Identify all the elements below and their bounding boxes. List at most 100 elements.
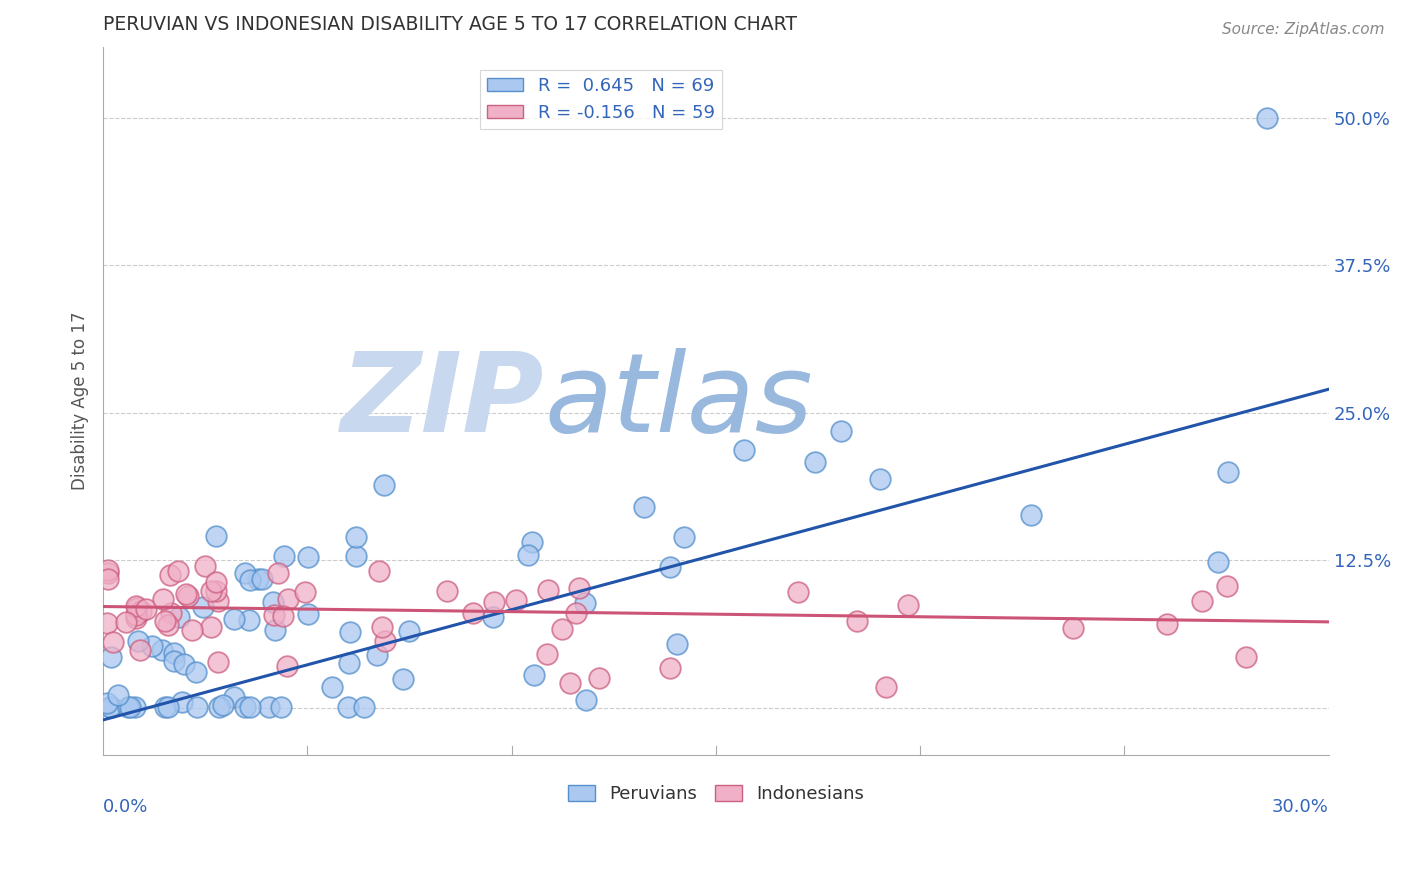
Point <box>520 535 543 549</box>
Point <box>270 700 292 714</box>
Point <box>337 656 360 670</box>
Point <box>267 566 290 581</box>
Point <box>264 623 287 637</box>
Point <box>461 607 484 621</box>
Point <box>156 618 179 632</box>
Point <box>97 566 120 581</box>
Point <box>117 700 139 714</box>
Point <box>191 599 214 614</box>
Point <box>371 620 394 634</box>
Point <box>733 442 755 457</box>
Point <box>294 584 316 599</box>
Text: Source: ZipAtlas.com: Source: ZipAtlas.com <box>1222 22 1385 37</box>
Point <box>246 572 269 586</box>
Point <box>222 612 245 626</box>
Point <box>273 549 295 563</box>
Point <box>194 559 217 574</box>
Point <box>205 574 228 589</box>
Point <box>124 700 146 714</box>
Point <box>277 591 299 606</box>
Point <box>1156 617 1178 632</box>
Point <box>321 680 343 694</box>
Point <box>135 602 157 616</box>
Point <box>366 648 388 663</box>
Point <box>141 640 163 654</box>
Point <box>271 608 294 623</box>
Point <box>233 566 256 580</box>
Point <box>1206 556 1229 570</box>
Y-axis label: Disability Age 5 to 17: Disability Age 5 to 17 <box>72 312 89 491</box>
Point <box>172 696 194 710</box>
Legend: Peruvians, Indonesians: Peruvians, Indonesians <box>561 778 872 810</box>
Point <box>787 584 810 599</box>
Point <box>666 637 689 651</box>
Point <box>128 642 150 657</box>
Point <box>353 700 375 714</box>
Point <box>575 693 598 707</box>
Point <box>156 700 179 714</box>
Point <box>1062 621 1084 635</box>
Point <box>100 649 122 664</box>
Text: atlas: atlas <box>544 348 813 455</box>
Point <box>344 530 367 544</box>
Point <box>96 696 118 710</box>
Text: 30.0%: 30.0% <box>1272 797 1329 816</box>
Point <box>101 635 124 649</box>
Point <box>212 698 235 712</box>
Text: ZIP: ZIP <box>340 348 544 455</box>
Text: 0.0%: 0.0% <box>103 797 149 816</box>
Point <box>482 595 505 609</box>
Point <box>152 592 174 607</box>
Point <box>1191 594 1213 608</box>
Point <box>344 549 367 563</box>
Point <box>173 657 195 671</box>
Point <box>184 665 207 679</box>
Point <box>339 624 361 639</box>
Point <box>1218 465 1240 479</box>
Point <box>804 455 827 469</box>
Point <box>374 634 396 648</box>
Point <box>505 592 527 607</box>
Point <box>560 675 582 690</box>
Point <box>96 616 118 631</box>
Point <box>574 596 596 610</box>
Point <box>259 700 281 714</box>
Point <box>186 700 208 714</box>
Point <box>153 614 176 628</box>
Point <box>124 607 146 622</box>
Point <box>1256 111 1278 125</box>
Point <box>516 549 538 563</box>
Point <box>846 614 869 628</box>
Point <box>233 700 256 714</box>
Point <box>224 690 246 704</box>
Text: PERUVIAN VS INDONESIAN DISABILITY AGE 5 TO 17 CORRELATION CHART: PERUVIAN VS INDONESIAN DISABILITY AGE 5 … <box>103 15 797 34</box>
Point <box>207 594 229 608</box>
Point <box>239 700 262 714</box>
Point <box>588 671 610 685</box>
Point <box>523 668 546 682</box>
Point <box>159 567 181 582</box>
Point <box>659 559 682 574</box>
Point <box>129 604 152 618</box>
Point <box>392 672 415 686</box>
Point <box>124 611 146 625</box>
Point <box>658 661 681 675</box>
Point <box>536 647 558 661</box>
Point <box>673 530 696 544</box>
Point <box>568 581 591 595</box>
Point <box>153 700 176 714</box>
Point <box>163 654 186 668</box>
Point <box>205 583 228 598</box>
Point <box>897 598 920 612</box>
Point <box>115 615 138 629</box>
Point <box>163 646 186 660</box>
Point <box>482 609 505 624</box>
Point <box>98 700 121 714</box>
Point <box>398 624 420 638</box>
Point <box>250 572 273 586</box>
Point <box>208 700 231 714</box>
Point <box>180 624 202 638</box>
Point <box>297 549 319 564</box>
Point <box>97 572 120 586</box>
Point <box>200 584 222 599</box>
